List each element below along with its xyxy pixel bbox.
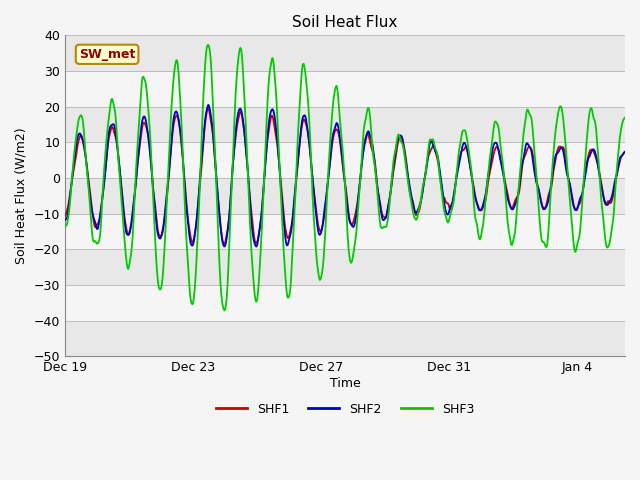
SHF2 — [61, 217, 68, 223]
SHF3 — [431, 141, 438, 147]
Bar — [65, 36, 625, 71]
Line: SHF2: SHF2 — [65, 105, 625, 247]
SHF1 — [220, 241, 227, 247]
SHF1 — [198, 158, 206, 164]
SHF1 — [61, 213, 68, 219]
SHF1 — [205, 105, 212, 111]
Bar — [65, 249, 625, 285]
Bar — [65, 71, 625, 107]
SHF2 — [221, 244, 228, 250]
SHF1 — [621, 149, 629, 155]
SHF3 — [221, 308, 228, 313]
SHF2 — [198, 154, 206, 160]
SHF2 — [568, 189, 575, 195]
Bar — [65, 285, 625, 321]
Bar — [65, 107, 625, 143]
Legend: SHF1, SHF2, SHF3: SHF1, SHF2, SHF3 — [211, 398, 479, 420]
SHF2 — [621, 149, 629, 155]
SHF1 — [221, 241, 228, 247]
SHF2 — [240, 122, 248, 128]
X-axis label: Time: Time — [330, 377, 360, 390]
Text: SW_met: SW_met — [79, 48, 135, 61]
SHF3 — [621, 115, 629, 120]
Bar — [65, 143, 625, 178]
SHF3 — [568, 214, 575, 220]
SHF2 — [499, 167, 506, 173]
SHF3 — [240, 79, 248, 85]
SHF1 — [499, 164, 506, 170]
SHF2 — [205, 102, 212, 108]
Bar — [65, 178, 625, 214]
Bar — [65, 321, 625, 356]
Bar — [65, 214, 625, 249]
SHF3 — [205, 42, 212, 48]
SHF3 — [499, 157, 506, 163]
SHF2 — [431, 145, 438, 151]
Y-axis label: Soil Heat Flux (W/m2): Soil Heat Flux (W/m2) — [15, 128, 28, 264]
SHF1 — [240, 124, 248, 130]
SHF3 — [61, 222, 68, 228]
Line: SHF3: SHF3 — [65, 45, 625, 311]
SHF2 — [220, 242, 227, 248]
Line: SHF1: SHF1 — [65, 108, 625, 244]
SHF1 — [431, 144, 438, 150]
SHF3 — [198, 128, 206, 134]
SHF1 — [568, 192, 575, 197]
Title: Soil Heat Flux: Soil Heat Flux — [292, 15, 397, 30]
SHF3 — [220, 306, 227, 312]
